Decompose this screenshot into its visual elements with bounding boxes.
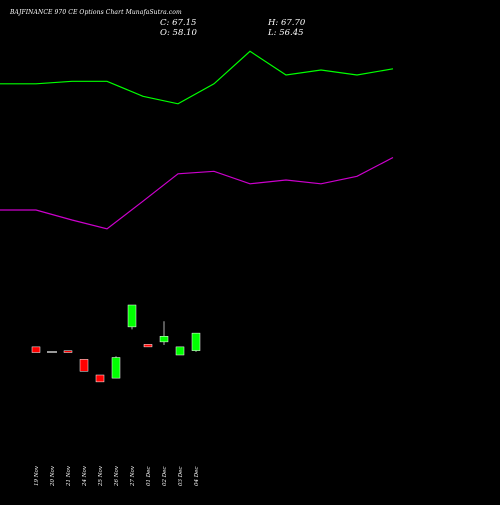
candle-body xyxy=(63,350,73,353)
x-tick-label: 24 Nov xyxy=(82,465,88,487)
open-value: O: 58.10 xyxy=(160,28,197,38)
candle-body xyxy=(159,336,169,343)
x-tick-label: 01 Dec xyxy=(146,467,152,487)
candle-body xyxy=(175,346,185,356)
x-tick-label: 27 Nov xyxy=(130,465,136,487)
close-value: C: 67.15 xyxy=(160,18,197,28)
candle-body xyxy=(47,351,57,353)
low-value: L: 56.45 xyxy=(268,28,304,38)
lower-indicator-line xyxy=(0,156,394,230)
candle-body xyxy=(79,359,89,372)
candle-body xyxy=(191,332,201,351)
x-tick-label: 21 Nov xyxy=(66,465,72,487)
high-value: H: 67.70 xyxy=(268,18,306,28)
chart-title: BAJFINANCE 970 CE Options Chart MunafaSu… xyxy=(10,9,182,16)
candle-body xyxy=(111,357,121,379)
x-tick-label: 25 Nov xyxy=(98,465,104,487)
candle-body xyxy=(143,344,153,348)
candle-body xyxy=(127,304,137,328)
x-tick-label: 20 Nov xyxy=(50,465,56,487)
x-tick-label: 04 Dec xyxy=(194,467,200,487)
x-tick-label: 03 Dec xyxy=(178,467,184,487)
upper-indicator-line xyxy=(0,50,394,105)
x-tick-label: 19 Nov xyxy=(34,465,40,486)
x-tick-label: 02 Dec xyxy=(162,467,168,487)
candle-body xyxy=(95,374,105,383)
candle-body xyxy=(31,346,41,353)
x-tick-label: 26 Nov xyxy=(114,465,120,487)
